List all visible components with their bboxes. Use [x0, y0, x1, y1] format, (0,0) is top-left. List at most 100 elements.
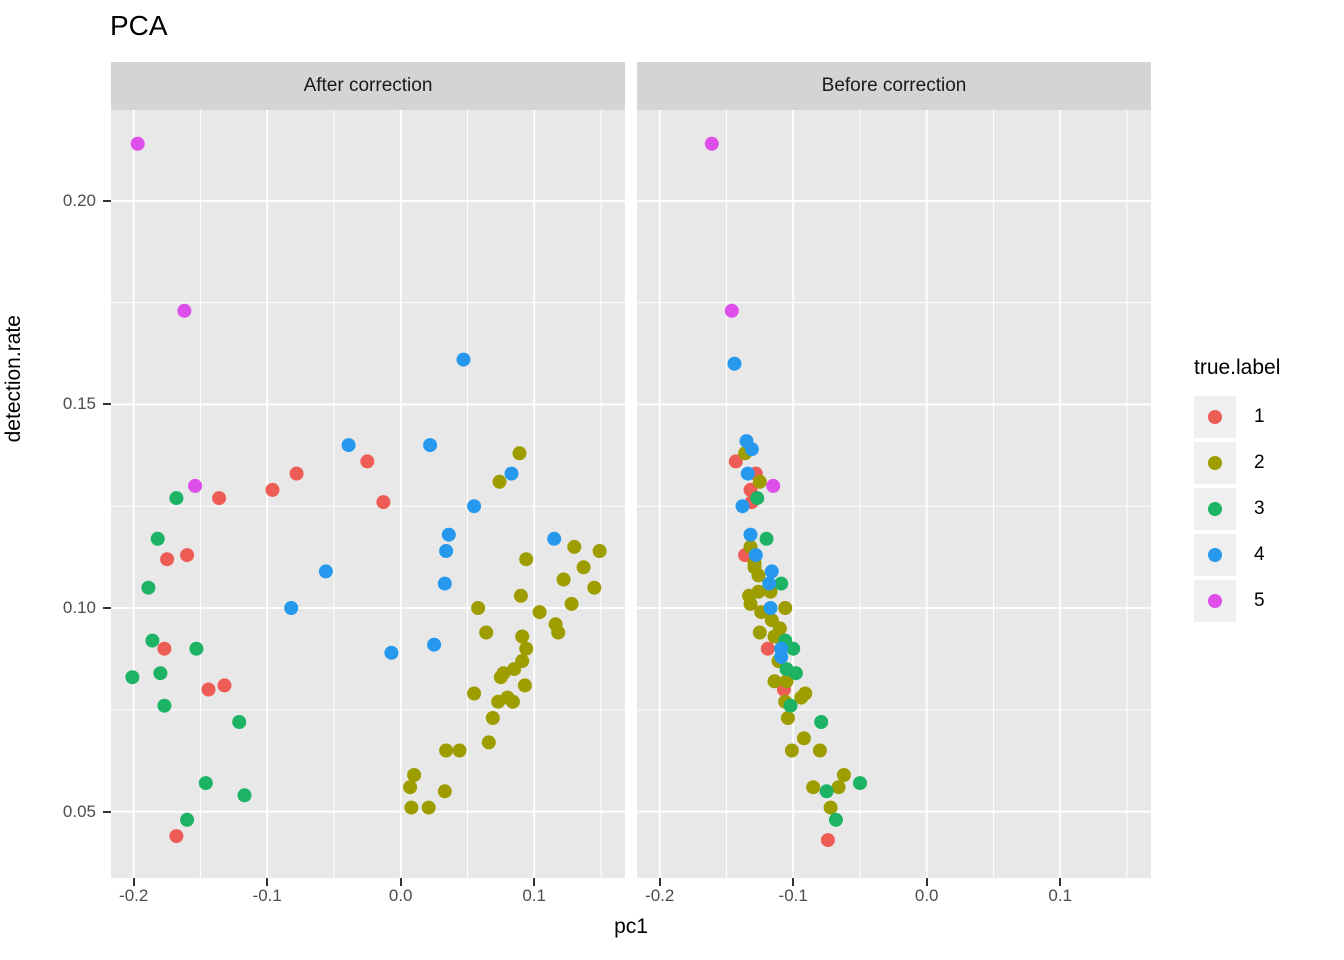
data-point	[806, 780, 821, 795]
data-point	[814, 715, 829, 729]
legend-items: 1 2 3 4 5	[1194, 396, 1280, 622]
legend-item: 5	[1194, 580, 1280, 622]
data-point	[783, 698, 798, 713]
data-point	[786, 641, 801, 656]
data-point	[492, 474, 507, 489]
data-point	[180, 812, 195, 827]
x-tick-mark	[399, 878, 402, 886]
data-point	[704, 136, 719, 151]
data-point	[812, 743, 827, 758]
data-point	[547, 531, 562, 546]
legend-item: 1	[1194, 396, 1280, 438]
data-point	[376, 495, 391, 510]
legend-key	[1194, 534, 1236, 576]
x-axis-title: pc1	[614, 915, 648, 938]
data-point	[853, 776, 867, 791]
data-point	[157, 698, 172, 713]
data-point	[439, 743, 454, 758]
legend-key	[1194, 396, 1236, 438]
y-tick-mark	[103, 199, 111, 202]
y-tick-label: 0.20	[62, 190, 96, 210]
data-point	[485, 711, 500, 725]
legend-key	[1194, 580, 1236, 622]
plot-title: PCA	[110, 10, 168, 41]
x-tick-mark	[266, 878, 269, 886]
data-point	[289, 466, 304, 481]
panel-canvas	[111, 110, 625, 878]
data-point	[153, 666, 168, 681]
data-point	[752, 474, 767, 489]
data-point	[471, 601, 486, 615]
data-point	[774, 649, 789, 664]
data-point	[427, 637, 442, 652]
data-point	[750, 491, 765, 506]
data-point	[740, 466, 755, 481]
facet-strip-before-correction: Before correction	[637, 62, 1151, 110]
data-point	[403, 780, 418, 795]
data-point	[836, 768, 851, 782]
data-point	[467, 686, 482, 701]
data-point	[479, 625, 494, 640]
data-point	[169, 829, 184, 844]
y-tick-mark	[103, 810, 111, 813]
data-point	[752, 625, 767, 640]
legend-dot-icon	[1208, 594, 1222, 608]
data-point	[145, 633, 160, 648]
data-point	[177, 303, 192, 318]
data-point	[456, 352, 471, 367]
panel-before-correction	[637, 110, 1151, 878]
data-point	[519, 552, 534, 567]
legend-title: true.label	[1194, 356, 1281, 379]
data-point	[743, 527, 758, 542]
data-point	[517, 678, 532, 693]
data-point	[180, 548, 195, 563]
legend-dot-icon	[1208, 548, 1222, 562]
data-point	[564, 596, 579, 611]
data-point	[189, 641, 204, 656]
legend-item-label: 3	[1254, 498, 1265, 519]
x-tick-label: -0.1	[778, 886, 808, 905]
data-point	[784, 743, 799, 758]
data-point	[284, 601, 299, 615]
data-point	[150, 531, 165, 546]
data-point	[760, 641, 775, 656]
data-point	[437, 576, 452, 591]
legend-item-label: 2	[1254, 452, 1265, 473]
data-point	[766, 478, 781, 493]
data-point	[467, 499, 482, 514]
data-point	[735, 499, 750, 514]
data-point	[318, 564, 333, 579]
data-point	[779, 674, 794, 689]
x-tick-mark	[132, 878, 135, 886]
data-point	[169, 491, 184, 506]
legend-item-label: 4	[1254, 544, 1265, 565]
data-point	[160, 552, 175, 567]
data-point	[551, 625, 566, 640]
x-tick-label: -0.1	[252, 886, 282, 905]
data-point	[532, 605, 547, 620]
data-point	[141, 580, 156, 595]
facet-strip-after-correction: After correction	[111, 62, 625, 110]
data-point	[828, 812, 843, 827]
data-point	[592, 544, 607, 558]
legend-item: 2	[1194, 442, 1280, 484]
data-point	[764, 564, 779, 579]
x-tick-mark	[533, 878, 536, 886]
data-point	[751, 568, 766, 583]
data-point	[796, 731, 811, 746]
data-point	[441, 527, 456, 542]
y-tick-label: 0.15	[62, 394, 96, 414]
data-point	[384, 645, 399, 660]
legend-item-label: 1	[1254, 406, 1265, 427]
x-tick-label: 0.0	[388, 886, 413, 905]
data-point	[404, 800, 419, 815]
y-tick-mark	[103, 403, 111, 406]
data-point	[513, 588, 528, 603]
data-point	[452, 743, 467, 758]
data-point	[819, 784, 834, 799]
data-point	[820, 833, 835, 848]
data-point	[512, 446, 527, 461]
x-tick-label: -0.2	[645, 886, 675, 905]
x-tick-label: 0.1	[522, 886, 547, 905]
